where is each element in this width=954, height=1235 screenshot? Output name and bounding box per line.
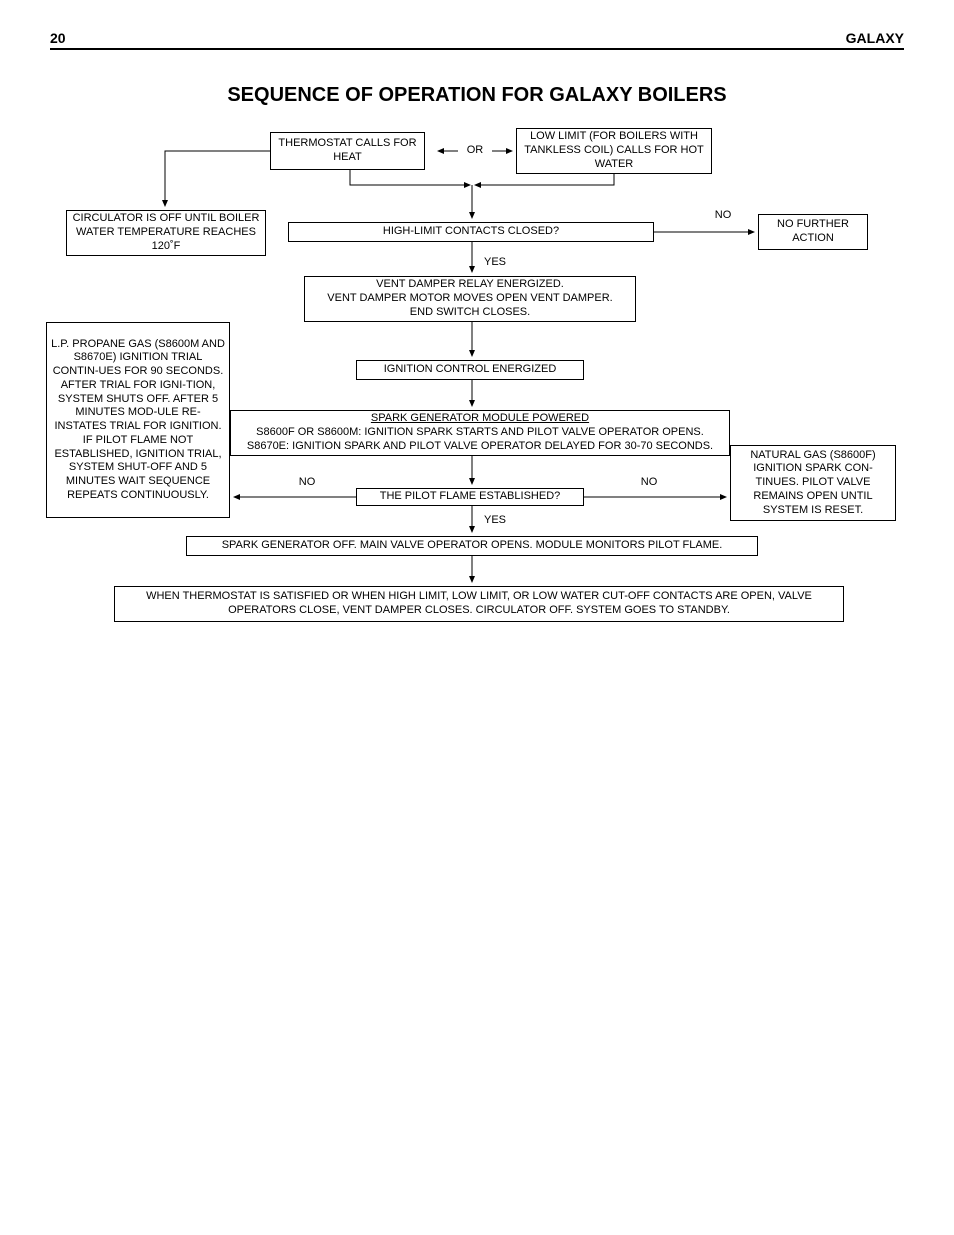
page-number: 20 [50,30,66,46]
brand-label: GALAXY [846,30,904,46]
node-lp-propane: L.P. PROPANE GAS (S8600M AND S8670E) IGN… [46,322,230,518]
node-circulator: CIRCULATOR IS OFF UNTIL BOILER WATER TEM… [66,210,266,256]
label-yes-1: YES [480,256,510,268]
node-pilot-flame: THE PILOT FLAME ESTABLISHED? [356,488,584,506]
node-thermostat: THERMOSTAT CALLS FOR HEAT [270,132,425,170]
label-no-2-left: NO [294,476,320,488]
node-or: OR [460,144,490,156]
page-title: SEQUENCE OF OPERATION FOR GALAXY BOILERS [0,84,954,107]
spark-gen-body: S8600F OR S8600M: IGNITION SPARK STARTS … [247,426,713,454]
node-spark-gen: SPARK GENERATOR MODULE POWERED S8600F OR… [230,410,730,456]
spark-gen-title: SPARK GENERATOR MODULE POWERED [371,412,589,426]
header-rule [50,48,904,50]
label-no-2-right: NO [636,476,662,488]
node-no-further: NO FURTHER ACTION [758,214,868,250]
node-vent-damper: VENT DAMPER RELAY ENERGIZED. VENT DAMPER… [304,276,636,322]
node-ignition-control: IGNITION CONTROL ENERGIZED [356,360,584,380]
label-no-1: NO [710,209,736,221]
page: 20 GALAXY SEQUENCE OF OPERATION FOR GALA… [0,0,954,1235]
node-low-limit: LOW LIMIT (FOR BOILERS WITH TANKLESS COI… [516,128,712,174]
label-yes-2: YES [480,514,510,526]
node-natural-gas: NATURAL GAS (S8600F) IGNITION SPARK CON-… [730,445,896,521]
node-final: WHEN THERMOSTAT IS SATISFIED OR WHEN HIG… [114,586,844,622]
node-spark-off: SPARK GENERATOR OFF. MAIN VALVE OPERATOR… [186,536,758,556]
node-high-limit: HIGH-LIMIT CONTACTS CLOSED? [288,222,654,242]
